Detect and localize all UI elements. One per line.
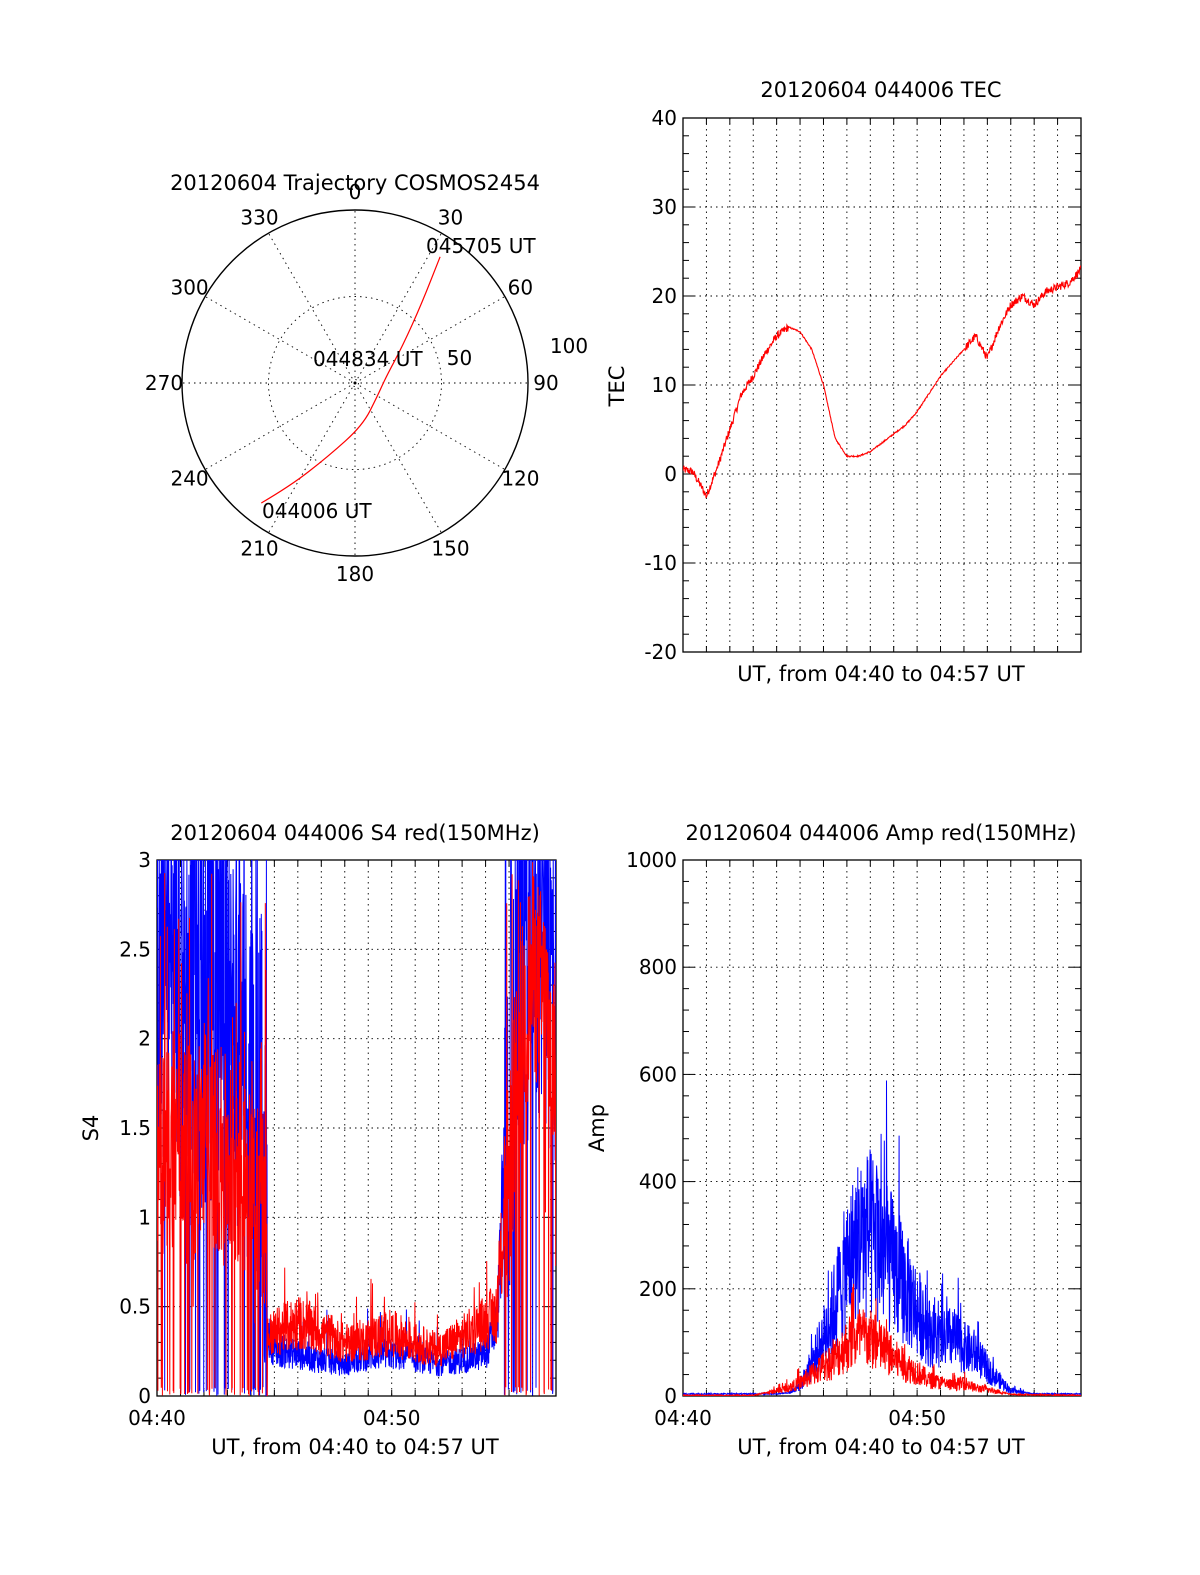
s4-xlabel: UT, from 04:40 to 04:57 UT xyxy=(211,1435,499,1459)
y-tick-label: 40 xyxy=(652,106,677,130)
y-tick-label: 10 xyxy=(652,373,677,397)
s4-ylabel: S4 xyxy=(79,1115,103,1142)
polar-angle-label: 90 xyxy=(533,371,558,395)
y-tick-label: 1 xyxy=(138,1205,151,1229)
blue-series-line xyxy=(683,1080,1081,1396)
plot-frame xyxy=(682,859,1082,1397)
tec-panel: 20120604 044006 TEC UT, from 04:40 to 04… xyxy=(605,78,1082,686)
polar-trajectory-panel: 20120604 Trajectory COSMOS2454 0 30 60 90 12… xyxy=(145,171,588,586)
amp-panel: 20120604 044006 Amp red(150MHz) UT, from… xyxy=(585,821,1082,1459)
polar-grid-circle-50 xyxy=(268,296,442,470)
polar-angle-label: 270 xyxy=(145,371,183,395)
y-tick-label: 600 xyxy=(639,1062,677,1086)
amp-xlabel: UT, from 04:40 to 04:57 UT xyxy=(737,1435,1025,1459)
amp-ylabel: Amp xyxy=(585,1104,609,1152)
polar-angle-label: 240 xyxy=(170,467,208,491)
tec-ylabel: TEC xyxy=(605,366,629,408)
trajectory-start-label: 044006 UT xyxy=(262,499,372,523)
x-tick-label: 04:40 xyxy=(128,1406,186,1430)
polar-spoke xyxy=(354,232,442,384)
polar-angle-label: 30 xyxy=(438,206,463,230)
polar-angle-label: 180 xyxy=(336,562,374,586)
y-tick-label: -20 xyxy=(644,640,677,664)
polar-spoke xyxy=(354,296,506,384)
y-tick-label: 2.5 xyxy=(119,937,151,961)
y-tick-label: 30 xyxy=(652,195,677,219)
polar-angle-label: 300 xyxy=(170,276,208,300)
red-series-line xyxy=(683,265,1081,499)
x-tick-label: 04:40 xyxy=(654,1406,712,1430)
polar-spoke xyxy=(268,382,356,534)
y-tick-label: 0 xyxy=(664,1384,677,1408)
y-tick-label: 1000 xyxy=(626,848,677,872)
tec-xlabel: UT, from 04:40 to 04:57 UT xyxy=(737,662,1025,686)
polar-spoke xyxy=(354,382,506,470)
red-series-line xyxy=(157,862,556,1396)
s4-panel: 20120604 044006 S4 red(150MHz) UT, from … xyxy=(79,821,557,1459)
polar-angle-label: 120 xyxy=(501,467,539,491)
polar-spoke xyxy=(204,382,356,470)
y-tick-label: 400 xyxy=(639,1170,677,1194)
y-tick-label: -10 xyxy=(644,551,677,575)
y-tick-label: 2 xyxy=(138,1027,151,1051)
y-tick-label: 3 xyxy=(138,848,151,872)
y-tick-label: 0.5 xyxy=(119,1295,151,1319)
y-tick-label: 1.5 xyxy=(119,1116,151,1140)
red-series-line xyxy=(683,1283,1081,1396)
plot-frame xyxy=(682,117,1082,653)
polar-angle-label: 0 xyxy=(349,180,362,204)
polar-angle-label: 60 xyxy=(508,276,533,300)
polar-spoke xyxy=(268,232,356,384)
polar-title: 20120604 Trajectory COSMOS2454 xyxy=(170,171,540,195)
x-tick-label: 04:50 xyxy=(363,1406,421,1430)
amp-title: 20120604 044006 Amp red(150MHz) xyxy=(685,821,1076,845)
x-tick-label: 04:50 xyxy=(888,1406,946,1430)
trajectory-line xyxy=(260,256,441,504)
polar-outer-circle xyxy=(181,209,529,557)
tec-title: 20120604 044006 TEC xyxy=(760,78,1001,102)
polar-angle-label: 150 xyxy=(431,536,469,560)
trajectory-end-label: 045705 UT xyxy=(426,234,536,258)
trajectory-mid-label: 044834 UT xyxy=(313,347,423,371)
y-tick-label: 0 xyxy=(664,462,677,486)
s4-title: 20120604 044006 S4 red(150MHz) xyxy=(170,821,540,845)
polar-angle-label: 330 xyxy=(240,206,278,230)
polar-radius-label: 50 xyxy=(447,346,472,370)
polar-grid-center xyxy=(351,379,359,387)
y-tick-label: 20 xyxy=(652,284,677,308)
polar-spoke xyxy=(354,382,442,534)
polar-spoke xyxy=(204,296,356,384)
polar-radius-label: 100 xyxy=(550,334,588,358)
y-tick-label: 200 xyxy=(639,1277,677,1301)
y-tick-label: 800 xyxy=(639,955,677,979)
polar-angle-label: 210 xyxy=(240,536,278,560)
y-tick-label: 0 xyxy=(138,1384,151,1408)
